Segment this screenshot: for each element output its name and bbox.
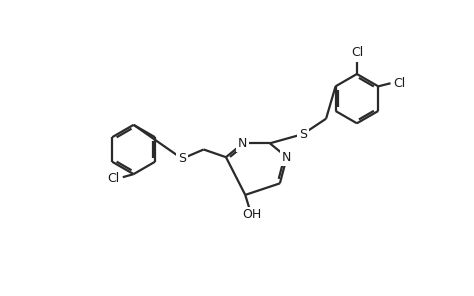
Text: Cl: Cl <box>108 172 120 185</box>
Text: S: S <box>299 128 307 141</box>
Text: N: N <box>282 151 292 164</box>
Text: S: S <box>178 152 186 165</box>
Text: Cl: Cl <box>351 46 363 59</box>
Text: Cl: Cl <box>393 77 406 90</box>
Text: N: N <box>238 137 247 150</box>
Text: OH: OH <box>242 208 261 221</box>
